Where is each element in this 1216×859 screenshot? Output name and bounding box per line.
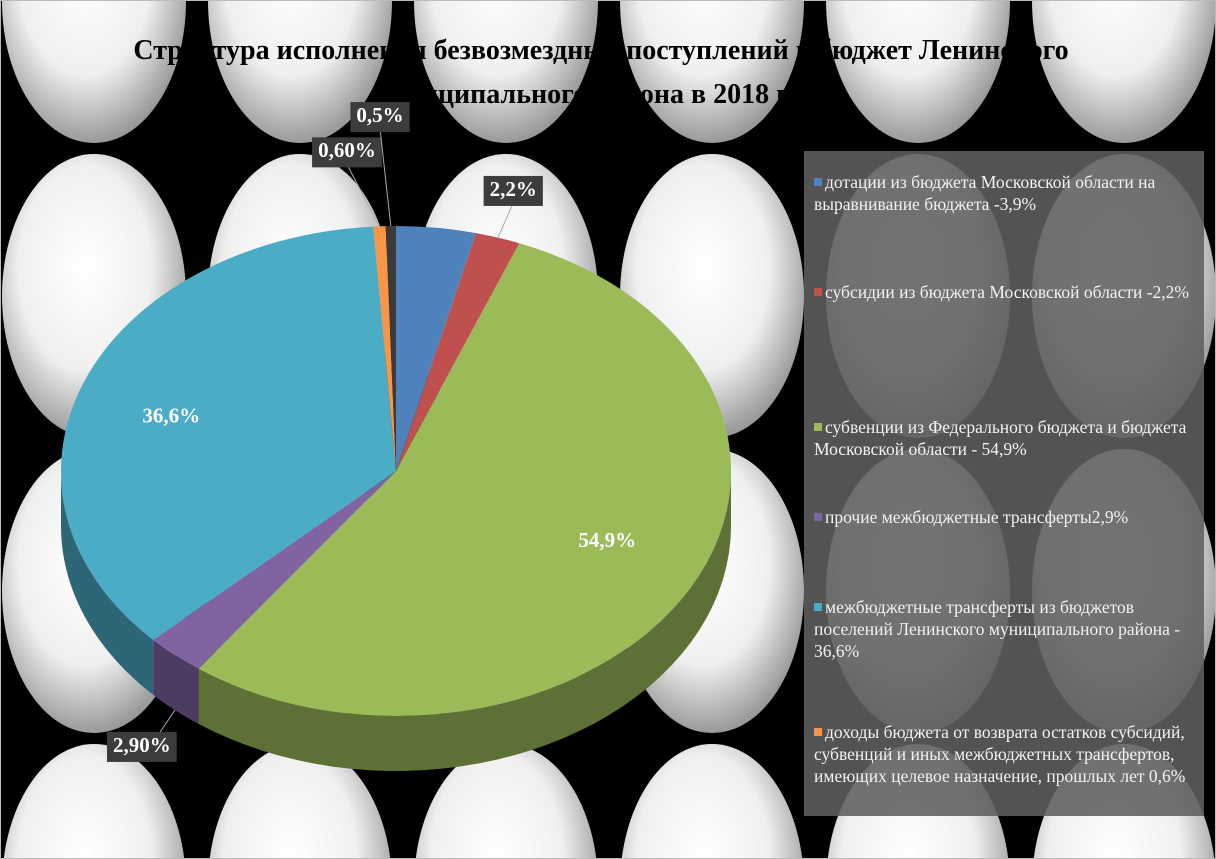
legend-swatch (814, 288, 822, 296)
legend-label: доходы бюджета от возврата остатков субс… (814, 722, 1185, 786)
leader-line (347, 164, 379, 226)
legend-swatch (814, 513, 822, 521)
leader-line (498, 203, 513, 238)
data-label: 36,6% (142, 404, 200, 428)
legend-label: субвенции из Федерального бюджета и бюдж… (814, 417, 1186, 459)
page: Структура исполнения безвозмездных посту… (0, 0, 1216, 859)
data-label: 2,2% (490, 177, 537, 201)
data-label: 54,9% (578, 528, 636, 552)
legend-label: межбюджетные трансферты из бюджетов посе… (814, 597, 1180, 661)
legend-swatch (814, 728, 822, 736)
legend-swatch (814, 423, 822, 431)
legend-label: субсидии из бюджета Московской области -… (825, 282, 1189, 302)
data-label: 2,90% (113, 733, 171, 757)
leader-line (380, 129, 391, 226)
legend-label: дотации из бюджета Московской области на… (814, 172, 1155, 214)
legend-entry: субсидии из бюджета Московской области -… (814, 281, 1199, 303)
data-label: 0,60% (318, 138, 376, 162)
legend-entry: субвенции из Федерального бюджета и бюдж… (814, 416, 1199, 460)
legend-entry: межбюджетные трансферты из бюджетов посе… (814, 596, 1199, 662)
legend-swatch (814, 603, 822, 611)
legend-swatch (814, 178, 822, 186)
legend-entry: доходы бюджета от возврата остатков субс… (814, 721, 1199, 787)
legend-entry: дотации из бюджета Московской области на… (814, 171, 1199, 215)
legend-label: прочие межбюджетные трансферты2,9% (825, 507, 1128, 527)
legend: дотации из бюджета Московской области на… (804, 151, 1204, 816)
data-label: 0,5% (356, 103, 403, 127)
legend-entry: прочие межбюджетные трансферты2,9% (814, 506, 1199, 528)
